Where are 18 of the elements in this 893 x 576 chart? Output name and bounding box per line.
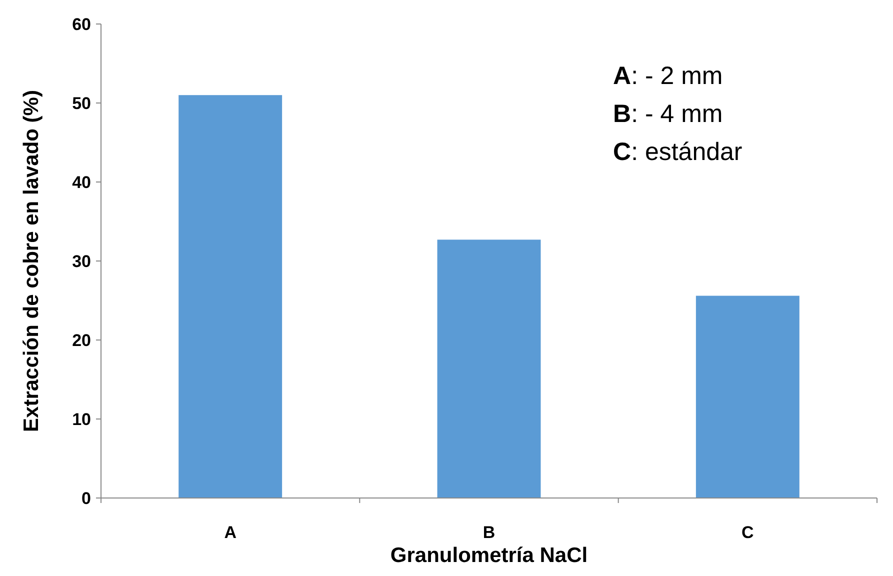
y-tick-label: 0 — [82, 488, 91, 508]
y-tick-label: 50 — [72, 94, 91, 113]
y-tick-label: 10 — [72, 410, 91, 429]
x-tick-label: A — [224, 523, 236, 542]
annotation: A: - 2 mm — [613, 62, 723, 90]
y-axis-title: Extracción de cobre en lavado (%) — [20, 90, 43, 432]
annotation: B: - 4 mm — [613, 100, 723, 128]
y-tick-label: 60 — [72, 14, 91, 34]
x-tick-label: B — [482, 523, 496, 542]
bar — [178, 95, 282, 498]
x-tick-label: C — [742, 523, 754, 542]
y-tick-label: 30 — [72, 252, 91, 271]
bar — [696, 296, 800, 498]
bar — [437, 240, 541, 498]
annotation: C: estándar — [613, 138, 742, 166]
y-tick-label: 40 — [72, 172, 91, 192]
y-tick-label: 20 — [72, 330, 91, 350]
x-axis-title: Granulometría NaCl — [390, 544, 588, 567]
